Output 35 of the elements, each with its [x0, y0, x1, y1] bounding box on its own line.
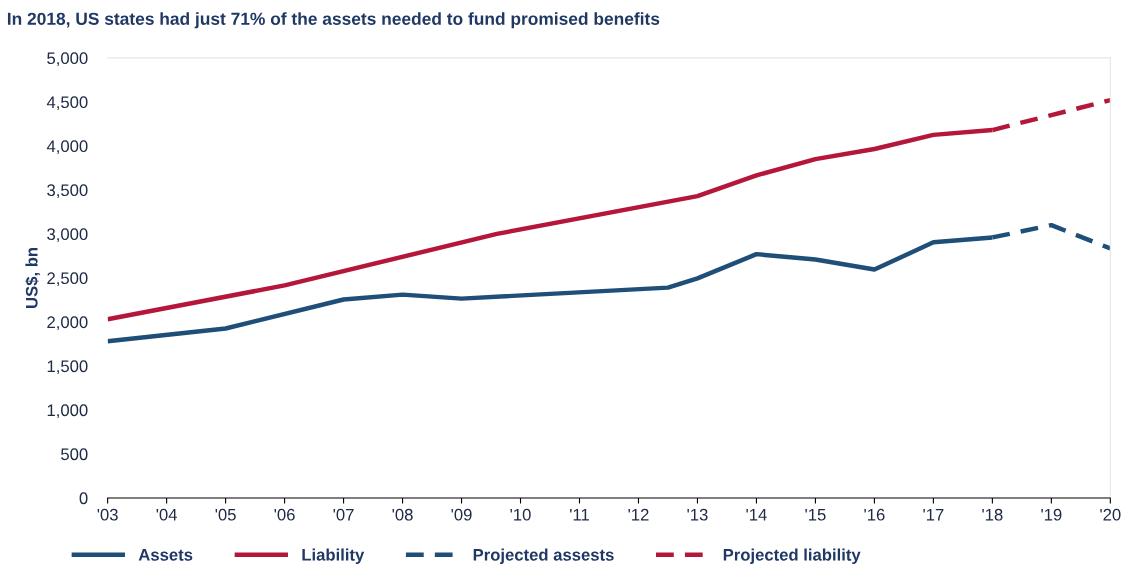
y-axis-title: US$, bn — [25, 247, 41, 308]
x-tick-label: '20 — [1100, 508, 1121, 521]
x-tick-label: '15 — [805, 508, 826, 521]
legend-label: Assets — [138, 549, 193, 561]
y-tick-label: 2,500 — [47, 272, 88, 287]
x-tick-label: '03 — [97, 508, 118, 521]
x-tick-label: '10 — [510, 508, 531, 521]
y-tick-label: 2,000 — [47, 316, 88, 331]
chart-title: In 2018, US states had just 71% of the assets needed to fund promised benefits — [7, 12, 660, 29]
x-tick-label: '17 — [923, 508, 944, 521]
x-tick-label: '09 — [451, 508, 472, 521]
x-tick-label: '14 — [746, 508, 767, 521]
x-tick-label: '11 — [570, 508, 589, 521]
x-tick-label: '19 — [1041, 508, 1062, 521]
x-tick-label: '08 — [392, 508, 413, 521]
x-tick-label: '13 — [687, 508, 708, 521]
legend-label: Liability — [302, 548, 365, 564]
y-tick-label: 3,000 — [47, 228, 88, 243]
y-tick-label: 4,000 — [46, 140, 88, 155]
y-tick-label: 0 — [79, 492, 88, 505]
y-tick-label: 3,500 — [47, 184, 88, 199]
y-tick-label: 5,000 — [47, 52, 88, 67]
legend-label: Projected assests — [473, 548, 614, 564]
y-tick-label: 500 — [61, 448, 88, 461]
y-tick-label: 1,000 — [47, 404, 88, 419]
y-tick-label: 4,500 — [46, 96, 88, 111]
x-tick-label: '07 — [333, 508, 354, 521]
x-tick-label: '04 — [156, 508, 177, 521]
x-tick-label: '16 — [864, 508, 885, 521]
x-tick-label: '12 — [628, 508, 649, 521]
legend-label: Projected liability — [723, 548, 861, 564]
y-tick-label: 1,500 — [47, 360, 88, 375]
x-tick-label: '05 — [215, 508, 236, 521]
x-tick-label: '06 — [274, 508, 295, 521]
x-tick-label: '18 — [982, 508, 1003, 521]
